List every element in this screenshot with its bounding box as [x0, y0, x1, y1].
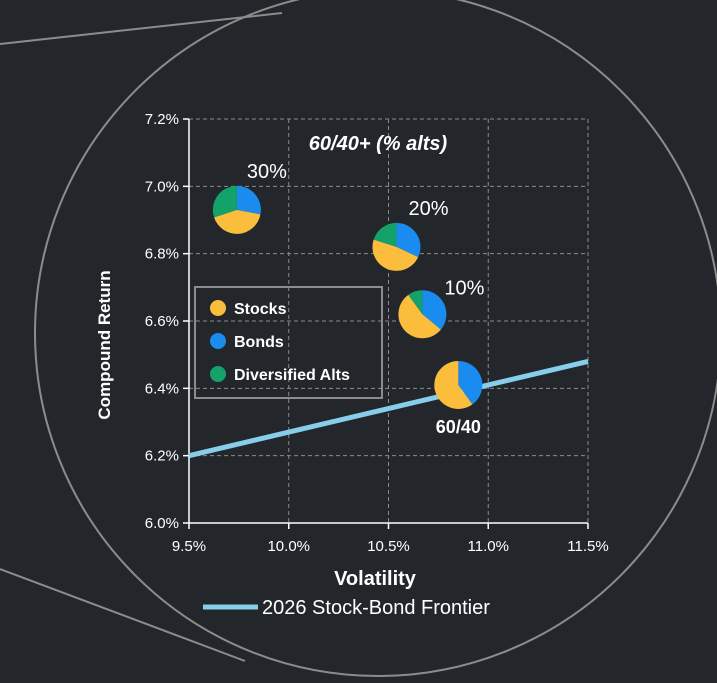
zoom-circle-outline — [34, 0, 717, 677]
pie-slice-bonds — [396, 222, 421, 258]
legend-frame — [194, 286, 383, 399]
y-axis-label: Compound Return — [95, 270, 114, 419]
y-tick-label: 6.6% — [145, 313, 179, 330]
frontier-layer — [188, 358, 589, 459]
y-tick-label: 6.4% — [145, 380, 179, 397]
legend-item-alts: Diversified Alts — [210, 366, 350, 384]
frontier-line — [188, 358, 589, 459]
pie-slice-bonds — [458, 360, 483, 405]
pie-marker: 20% — [372, 198, 449, 271]
y-tick-label: 7.2% — [145, 111, 179, 128]
legend-label-alts: Diversified Alts — [234, 367, 350, 384]
zoom-connector-top — [0, 12, 283, 45]
pie-data-label: 10% — [444, 277, 484, 299]
pie-slice-alts — [373, 222, 397, 247]
legend-label-stocks: Stocks — [234, 301, 287, 318]
x-tick-label: 9.5% — [172, 538, 206, 555]
pie-slice-stocks — [398, 294, 441, 339]
axes-layer: 6.0% 6.2% 6.4% 6.6% 6.8% 7.0% 7.2% 9.5% 10.0% 10.… — [145, 111, 609, 555]
legend-item-bonds: Bonds — [210, 333, 284, 351]
frontier-legend: 2026 Stock-Bond Frontier — [203, 597, 490, 619]
legend-label-bonds: Bonds — [234, 334, 284, 351]
chart-title: 60/40+ (% alts) — [309, 133, 448, 155]
y-tick-label: 6.8% — [145, 246, 179, 263]
zoom-connector-bottom — [0, 568, 246, 662]
stocks-swatch-icon — [210, 300, 226, 316]
x-tick-label: 11.5% — [567, 538, 608, 555]
y-tick-label: 7.0% — [145, 178, 179, 195]
x-tick-label: 11.0% — [468, 538, 509, 555]
y-tick-label: 6.0% — [145, 515, 179, 532]
legend-item-stocks: Stocks — [210, 300, 287, 318]
pie-data-label: 20% — [408, 198, 448, 220]
pie-data-label: 30% — [247, 161, 287, 183]
y-tick-label: 6.2% — [145, 448, 179, 465]
alts-swatch-icon — [210, 366, 226, 382]
pie-marker: 30% — [212, 161, 287, 234]
pie-marker: 10% — [398, 277, 485, 339]
pie-slice-stocks — [214, 209, 261, 234]
pie-slice-alts — [212, 185, 237, 218]
pie-slice-bonds — [236, 185, 261, 215]
pie-slice-stocks — [434, 360, 473, 409]
frontier-legend-label: 2026 Stock-Bond Frontier — [262, 597, 490, 619]
pie-slice-bonds — [422, 290, 447, 330]
legend-box: Stocks Bonds Diversified Alts — [194, 286, 383, 399]
grid-layer — [189, 118, 589, 523]
x-tick-label: 10.0% — [267, 538, 310, 555]
pie-marker: 60/40 — [434, 360, 483, 437]
x-axis-label: Volatility — [334, 568, 417, 590]
pie-slice-stocks — [372, 239, 419, 271]
pie-slice-alts — [408, 290, 423, 315]
bonds-swatch-icon — [210, 333, 226, 349]
x-tick-label: 10.5% — [367, 538, 410, 555]
pie-data-label: 60/40 — [436, 417, 481, 437]
pie-markers-layer: 60/40 10% 20% 30% — [212, 161, 485, 437]
